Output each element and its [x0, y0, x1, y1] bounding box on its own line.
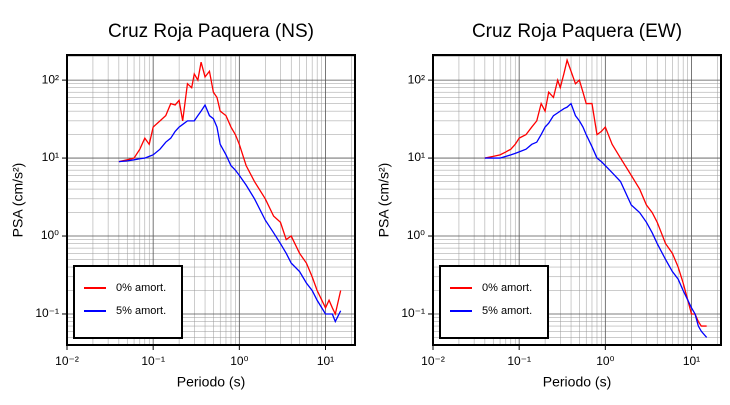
y-tick-label: 10⁰ [41, 228, 59, 242]
x-tick-label: 10⁻² [421, 354, 445, 368]
plot-frame [432, 54, 722, 346]
x-tick-label: 10¹ [683, 354, 700, 368]
legend-label: 0% amort. [482, 282, 532, 294]
series-line [484, 102, 708, 338]
x-tick-label: 10⁰ [230, 354, 248, 368]
x-tick-label: 10⁻¹ [141, 354, 165, 368]
y-tick-label: 10⁻¹ [401, 306, 425, 320]
y-tick-label: 10¹ [408, 150, 425, 164]
y-tick-label: 10⁰ [407, 228, 425, 242]
x-tick-label: 10¹ [317, 354, 334, 368]
legend-box [439, 265, 549, 339]
chart: 10⁻² 10⁻¹ 10⁰ 10¹ 10⁻¹ 10⁰ 10¹ 10² Cruz Roja Paq… [376, 21, 722, 390]
x-tick-label: 10⁻² [55, 354, 79, 368]
chart-title: Cruz Roja Paquera (EW) [472, 21, 682, 42]
legend-box [73, 265, 183, 339]
legend-label: 5% amort. [116, 305, 166, 317]
chart: 10⁻² 10⁻¹ 10⁰ 10¹ 10⁻¹ 10⁰ 10¹ 10² Cruz Roja Paq… [10, 21, 356, 390]
x-axis-label: Periodo (s) [177, 374, 245, 390]
y-tick-label: 10² [42, 72, 59, 86]
plot-frame [66, 54, 356, 346]
x-tick-label: 10⁰ [596, 354, 614, 368]
chart-title: Cruz Roja Paquera (NS) [108, 21, 314, 42]
y-axis-label: PSA (cm/s²) [376, 163, 392, 238]
series-line [118, 103, 342, 324]
x-tick-label: 10⁻¹ [507, 354, 531, 368]
series-line [118, 61, 342, 316]
legend: 0% amort. 5% amort. [73, 265, 183, 339]
legend-label: 5% amort. [482, 305, 532, 317]
y-tick-label: 10⁻¹ [35, 306, 59, 320]
y-tick-label: 10¹ [42, 150, 59, 164]
series-line [484, 57, 707, 327]
legend-label: 0% amort. [116, 282, 166, 294]
x-axis-label: Periodo (s) [543, 374, 611, 390]
legend: 0% amort. 5% amort. [439, 265, 549, 339]
y-axis-label: PSA (cm/s²) [10, 163, 26, 238]
y-tick-label: 10² [408, 72, 425, 86]
